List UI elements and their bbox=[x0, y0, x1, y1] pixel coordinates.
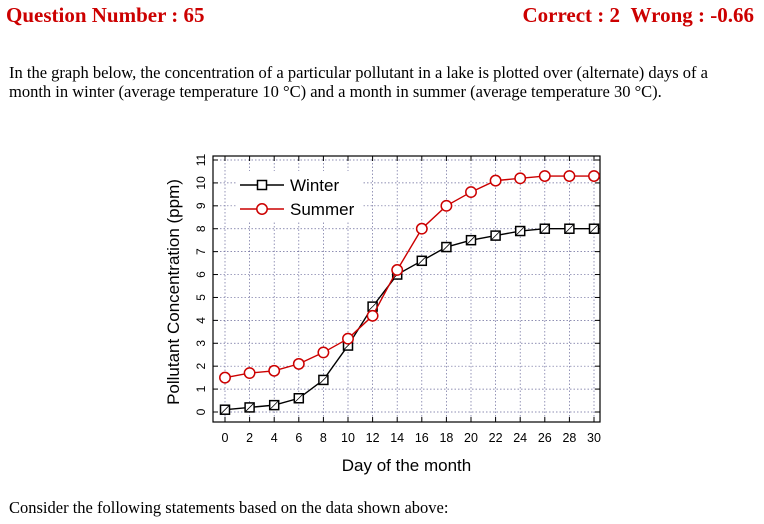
correct-marks: Correct : 2 bbox=[522, 3, 621, 27]
data-point bbox=[514, 172, 527, 185]
header-bar: Question Number : 65 Correct : 2 Wrong :… bbox=[0, 0, 764, 34]
consider-statement: Consider the following statements based … bbox=[9, 498, 449, 517]
x-tick-label: 6 bbox=[295, 431, 302, 445]
score-info: Correct : 2 Wrong : -0.66 bbox=[522, 3, 754, 28]
data-point-hatch bbox=[466, 235, 476, 245]
series-line bbox=[224, 228, 594, 411]
question-intro: In the graph below, the concentration of… bbox=[9, 63, 708, 101]
x-tick-label: 20 bbox=[464, 431, 478, 445]
data-point-hatch bbox=[540, 223, 550, 234]
data-point-hatch bbox=[318, 375, 329, 385]
y-tick-label: 5 bbox=[194, 294, 208, 301]
data-point bbox=[440, 199, 453, 212]
series-summer bbox=[219, 170, 600, 384]
data-point-hatch bbox=[244, 402, 255, 413]
x-axis-label: Day of the month bbox=[342, 456, 471, 475]
data-point bbox=[292, 357, 305, 370]
data-point-hatch bbox=[441, 242, 452, 252]
data-point-hatch bbox=[220, 404, 230, 415]
y-tick-label: 9 bbox=[194, 202, 208, 209]
data-point bbox=[317, 346, 330, 359]
legend-marker bbox=[256, 179, 268, 191]
y-tick-label: 10 bbox=[194, 176, 208, 190]
y-tick-label: 0 bbox=[194, 408, 208, 415]
series-line bbox=[224, 175, 594, 379]
y-tick-label: 2 bbox=[194, 363, 208, 370]
data-point bbox=[243, 367, 256, 380]
x-tick-label: 8 bbox=[320, 431, 327, 445]
x-tick-label: 26 bbox=[538, 431, 552, 445]
x-tick-label: 18 bbox=[439, 431, 453, 445]
data-point-hatch bbox=[367, 301, 378, 312]
x-tick-label: 30 bbox=[587, 431, 601, 445]
y-tick-label: 7 bbox=[194, 248, 208, 255]
data-point-hatch bbox=[564, 223, 575, 234]
data-point-hatch bbox=[294, 393, 304, 404]
chart-svg: 0 2 4 6 8 10 12 14 16 18 20 22 24 26 28 300123456789101… bbox=[164, 153, 601, 475]
data-point bbox=[342, 332, 354, 345]
data-point-hatch bbox=[417, 256, 427, 266]
y-tick-label: 6 bbox=[194, 271, 208, 278]
y-axis-label: Pollutant Concentration (ppm) bbox=[164, 179, 183, 405]
data-point bbox=[489, 174, 502, 187]
y-tick-label: 11 bbox=[194, 153, 208, 166]
data-point bbox=[391, 264, 404, 276]
data-point-hatch bbox=[515, 226, 525, 236]
data-point-hatch bbox=[490, 230, 501, 241]
data-point bbox=[219, 371, 231, 384]
data-point bbox=[538, 170, 551, 182]
data-point bbox=[465, 186, 477, 199]
question-number: Question Number : 65 bbox=[6, 3, 205, 27]
y-tick-label: 8 bbox=[194, 225, 208, 232]
y-tick-label: 4 bbox=[194, 317, 208, 324]
wrong-marks: Wrong : -0.66 bbox=[630, 3, 754, 27]
data-point bbox=[588, 170, 600, 182]
data-point bbox=[415, 222, 428, 235]
x-tick-label: 2 bbox=[246, 431, 253, 445]
x-tick-label: 28 bbox=[562, 431, 576, 445]
x-tick-label: 16 bbox=[415, 431, 429, 445]
x-tick-label: 0 bbox=[222, 431, 229, 445]
x-tick-label: 4 bbox=[271, 431, 278, 445]
x-tick-label: 12 bbox=[366, 431, 380, 445]
data-point bbox=[366, 309, 379, 322]
pollutant-chart: 0 2 4 6 8 10 12 14 16 18 20 22 24 26 28 30 0 1 2 3 4 5 6 7 8 9 10 1… bbox=[160, 152, 610, 480]
legend-label: Summer bbox=[290, 200, 355, 219]
data-point-hatch bbox=[269, 400, 279, 410]
data-point bbox=[268, 364, 281, 377]
legend-box bbox=[236, 171, 362, 221]
x-tick-label: 10 bbox=[341, 431, 355, 445]
legend-marker bbox=[256, 203, 268, 215]
legend-label: Winter bbox=[290, 176, 339, 195]
data-point-hatch bbox=[589, 223, 599, 234]
legend: Winter Summer bbox=[236, 171, 362, 221]
series-winter bbox=[219, 223, 600, 415]
x-tick-label: 22 bbox=[489, 431, 503, 445]
x-tick-label: 24 bbox=[513, 431, 527, 445]
x-tick-label: 14 bbox=[390, 431, 404, 445]
y-tick-label: 1 bbox=[194, 385, 208, 392]
data-point bbox=[563, 170, 576, 182]
plot-frame bbox=[212, 155, 601, 423]
y-tick-label: 3 bbox=[194, 340, 208, 347]
